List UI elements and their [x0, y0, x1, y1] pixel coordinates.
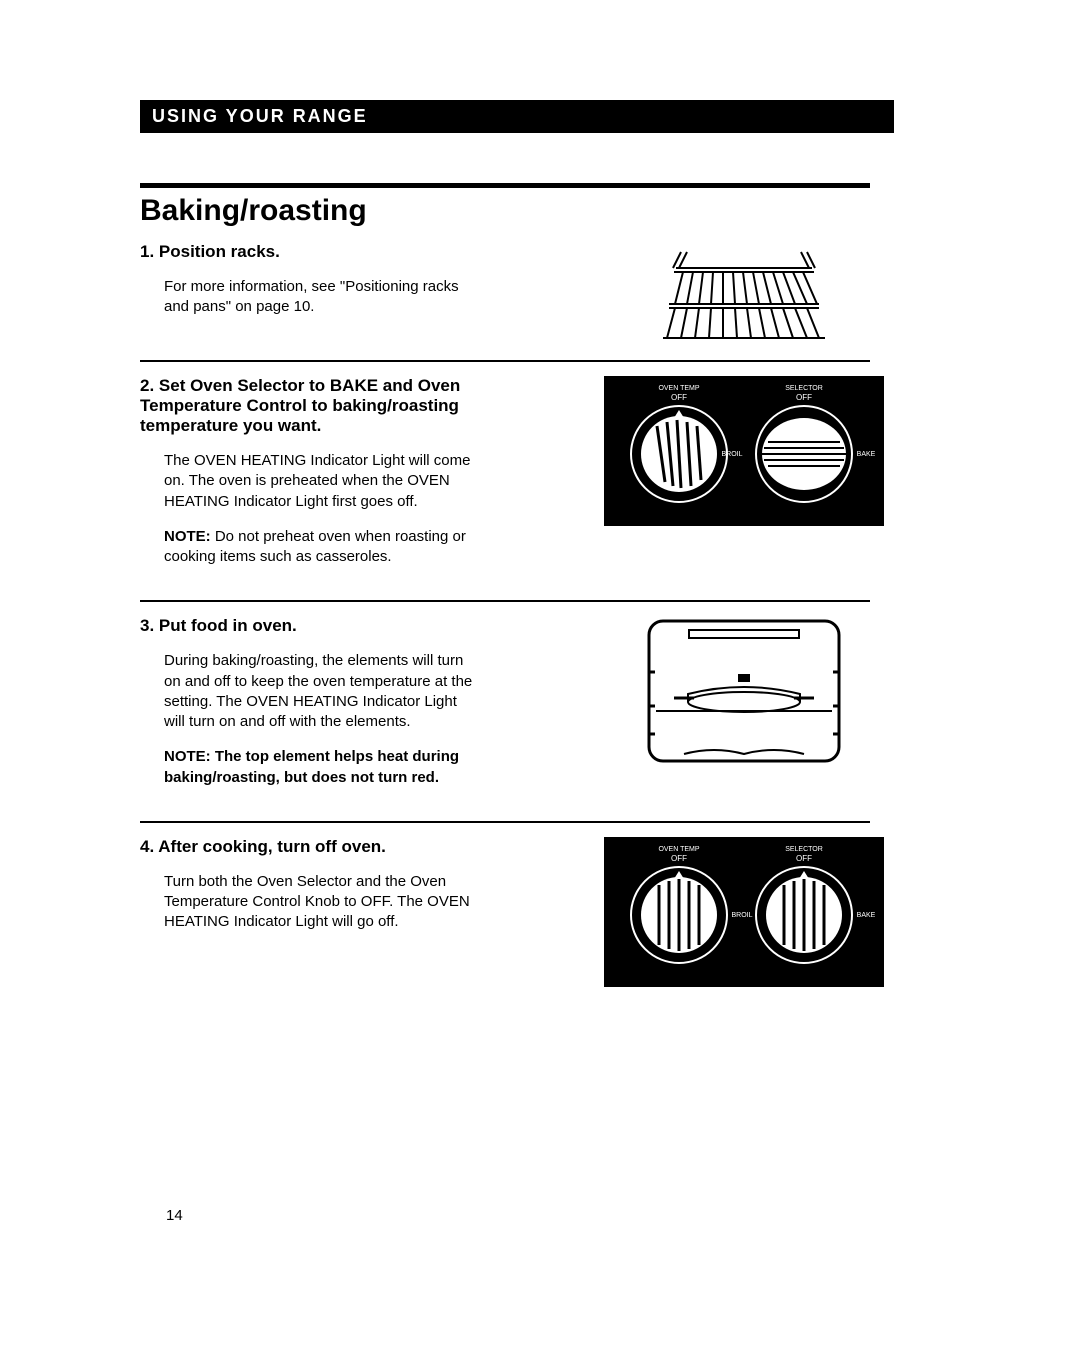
- rule-2: [140, 600, 870, 602]
- svg-text:BAKE: BAKE: [857, 912, 876, 919]
- step-4-image: OVEN TEMP SELECTOR OFF OFF BAKE BROIL: [508, 837, 980, 987]
- step-1: 1. Position racks. For more information,…: [140, 242, 980, 342]
- svg-text:BAKE: BAKE: [857, 451, 876, 458]
- step-4-heading: 4. After cooking, turn off oven.: [140, 837, 480, 857]
- svg-text:OFF: OFF: [671, 393, 687, 402]
- svg-text:OVEN TEMP: OVEN TEMP: [658, 385, 699, 392]
- step-4-body: Turn both the Oven Selector and the Oven…: [164, 872, 480, 933]
- page-title: Baking/roasting: [140, 194, 980, 228]
- step-4: 4. After cooking, turn off oven. Turn bo…: [140, 837, 980, 987]
- step-1-text: 1. Position racks. For more information,…: [140, 242, 480, 333]
- svg-text:BROIL: BROIL: [721, 451, 742, 458]
- page-number: 14: [166, 1207, 980, 1224]
- note-label: NOTE:: [164, 528, 215, 545]
- oven-food-icon: [644, 616, 844, 766]
- step-3-body: During baking/roasting, the elements wil…: [164, 651, 480, 732]
- step-2-note: NOTE: Do not preheat oven when roasting …: [164, 527, 480, 568]
- step-3-text: 3. Put food in oven. During baking/roast…: [140, 616, 480, 803]
- step-2-heading: 2. Set Oven Selector to BAKE and Oven Te…: [140, 376, 480, 436]
- svg-text:SELECTOR: SELECTOR: [785, 385, 823, 392]
- step-1-heading: 1. Position racks.: [140, 242, 480, 262]
- step-3-note: NOTE: The top element helps heat during …: [164, 747, 480, 788]
- step-2-body: The OVEN HEATING Indicator Light will co…: [164, 451, 480, 512]
- oven-racks-icon: [659, 242, 829, 342]
- svg-text:OFF: OFF: [796, 854, 812, 863]
- svg-text:SELECTOR: SELECTOR: [785, 846, 823, 853]
- svg-text:OVEN TEMP: OVEN TEMP: [658, 846, 699, 853]
- step-1-body: For more information, see "Positioning r…: [164, 277, 480, 318]
- svg-text:BROIL: BROIL: [731, 912, 752, 919]
- section-header: USING YOUR RANGE: [140, 100, 894, 133]
- step-3-image: [508, 616, 980, 766]
- control-panel-bake-icon: OVEN TEMP SELECTOR OFF OFF BAKE BROIL: [604, 376, 884, 526]
- page: USING YOUR RANGE Baking/roasting 1. Posi…: [0, 0, 1080, 1355]
- step-1-image: [508, 242, 980, 342]
- svg-text:OFF: OFF: [671, 854, 687, 863]
- control-panel-off-icon: OVEN TEMP SELECTOR OFF OFF BAKE BROIL: [604, 837, 884, 987]
- step-2-text: 2. Set Oven Selector to BAKE and Oven Te…: [140, 376, 480, 582]
- rule-3: [140, 821, 870, 823]
- rule-top: [140, 183, 870, 188]
- step-2-image: OVEN TEMP SELECTOR OFF OFF BAKE BROIL: [508, 376, 980, 526]
- step-4-text: 4. After cooking, turn off oven. Turn bo…: [140, 837, 480, 948]
- step-3-heading: 3. Put food in oven.: [140, 616, 480, 636]
- svg-text:OFF: OFF: [796, 393, 812, 402]
- step-3: 3. Put food in oven. During baking/roast…: [140, 616, 980, 803]
- rule-1: [140, 360, 870, 362]
- step-2: 2. Set Oven Selector to BAKE and Oven Te…: [140, 376, 980, 582]
